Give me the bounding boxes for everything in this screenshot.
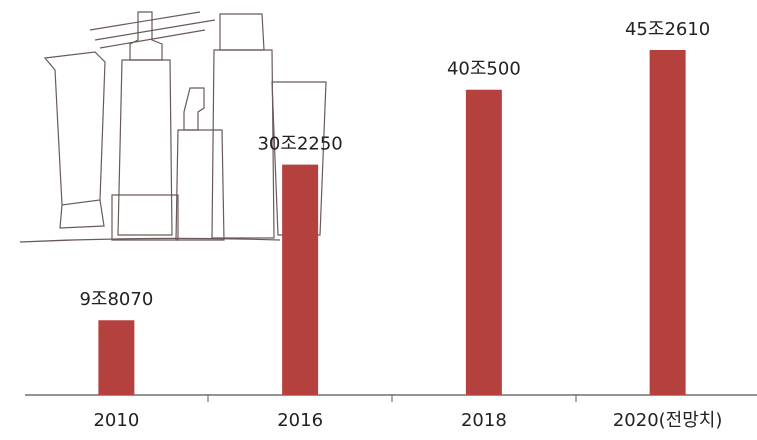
bar <box>98 320 135 395</box>
value-label: 40조500 <box>447 59 521 80</box>
bar <box>465 89 502 396</box>
bar <box>649 50 686 395</box>
x-tick-label: 2018 <box>461 410 507 431</box>
cosmetics-illustration <box>19 11 327 243</box>
bar <box>282 164 319 395</box>
value-label: 30조2250 <box>257 134 342 155</box>
x-tick-label: 2020(전망치) <box>613 410 723 431</box>
value-label: 9조8070 <box>79 289 153 310</box>
x-tick-label: 2010 <box>93 410 139 431</box>
value-label: 45조2610 <box>625 19 710 40</box>
x-tick-label: 2016 <box>277 410 323 431</box>
